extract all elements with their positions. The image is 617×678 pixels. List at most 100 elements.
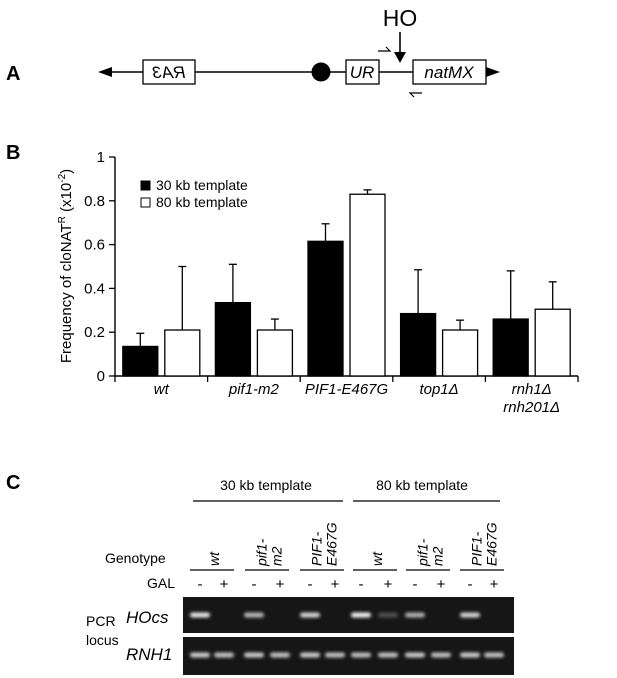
x-tick-label: top1Δ [419,381,458,398]
gal-sign: + [276,576,285,593]
ra3-box [142,59,196,85]
ur-box [345,59,380,85]
rnh1-band [325,652,345,658]
left-arrowhead-icon [98,67,112,77]
genotype-line: wt [369,551,385,566]
x-tick-label: rnh201Δ [503,399,560,416]
x-tick-label: rnh1Δ [512,381,552,398]
legend: 30 kb template 80 kb template [140,177,248,210]
hocs-band [190,612,210,618]
genotype-label: wt [369,551,385,566]
gal-sign: + [490,576,499,593]
bar-80kb [164,329,201,377]
bar-80kb [441,329,479,377]
natmx-label: natMX [424,63,474,82]
panel-a-label: A [6,63,20,85]
gal-sign: - [308,576,313,593]
rnh1-band [190,652,210,658]
genotype-line: E467G [484,522,500,566]
y-axis-title: Frequency of cloNATR (x10-2) [57,169,75,363]
y-tick-label: 1 [97,149,105,166]
locus-label: locus [86,632,119,648]
panel-c: C 30 kb template 80 kb template Genotype… [6,472,514,675]
genotype-line: PIF1- [469,531,485,566]
panel-c-label: C [6,472,20,494]
rnh1-band [214,652,234,658]
bar-80kb [256,329,294,377]
y-ticks: 0 0.2 0.4 0.6 0.8 1 [84,149,115,385]
bar-80kb [534,308,571,377]
genotype-labels: wt pif1- m2 PIF1- E467G wt pif1- m2 PIF1- E467G [190,522,504,571]
genotype-line: wt [206,551,222,566]
panel-b-label: B [6,142,20,164]
rnh1-band [351,652,371,658]
x-tick-label: wt [154,381,170,398]
primer-forward-icon [378,46,392,52]
genotype-label: Genotype [105,550,166,566]
bar-30kb [492,318,529,377]
genotype-line: pif1- [415,538,431,567]
rnh1-band [244,652,264,658]
legend-swatch-30kb [140,180,151,191]
genotype-label: pif1- m2 [254,538,285,567]
bar-30kb [399,312,437,377]
ho-label: HO [383,5,418,31]
template-30kb-label: 30 kb template [220,477,312,493]
hocs-band [244,612,264,618]
x-tick-label: PIF1-E467G [305,381,389,398]
genotype-label: PIF1- E467G [469,522,500,566]
gal-sign: - [413,576,418,593]
legend-swatch-80kb [140,197,151,208]
rnh1-band [431,652,451,658]
gal-sign: - [359,576,364,593]
genotype-label: PIF1- E467G [309,522,340,566]
hocs-band [378,612,398,618]
gal-sign: - [468,576,473,593]
template-80kb-label: 80 kb template [376,477,468,493]
gel-rnh1 [183,637,514,675]
y-tick-label: 0 [97,368,105,385]
bar-80kb [349,193,386,377]
rnh1-band [300,652,320,658]
genotype-line: m2 [430,546,446,566]
y-tick-label: 0.8 [84,193,105,210]
rnh1-band [270,652,290,658]
ur-label: UR [350,63,375,82]
panel-a: A RA3 UR natMX HO [6,5,500,98]
genotype-line: pif1- [254,538,270,567]
hocs-band [351,612,371,618]
centromere-dot-icon [311,62,331,82]
primer-reverse-icon [408,92,422,98]
bar-30kb [307,240,344,377]
genotype-line: m2 [269,546,285,566]
x-tick-label: pif1-m2 [228,381,280,398]
ho-cut-arrow-icon [394,52,406,63]
y-tick-label: 0.2 [84,324,105,341]
gal-sign: + [437,576,446,593]
x-ticks [114,376,579,382]
hocs-band [300,612,320,618]
rnh1-band [460,652,480,658]
legend-label-80kb: 80 kb template [156,194,248,210]
gal-label: GAL [147,575,175,591]
gal-sign: - [198,576,203,593]
genotype-line: PIF1- [309,531,325,566]
gal-sign: - [252,576,257,593]
ra3-label: RA3 [152,63,186,82]
error-bars [136,189,557,347]
gal-sign: + [384,576,393,593]
panel-b: B Frequency of cloNATR (x10-2) 0 0.2 0.4 0.… [6,142,579,416]
bar-30kb [122,345,159,377]
hocs-band [460,612,480,618]
genotype-label: wt [206,551,222,566]
rnh1-band [378,652,398,658]
natmx-box [412,59,487,85]
genotype-line: E467G [324,522,340,566]
y-tick-label: 0.4 [84,280,105,297]
legend-label-30kb: 30 kb template [156,177,248,193]
rnh1-band [484,652,504,658]
y-tick-label: 0.6 [84,237,105,254]
gal-sign: + [331,576,340,593]
